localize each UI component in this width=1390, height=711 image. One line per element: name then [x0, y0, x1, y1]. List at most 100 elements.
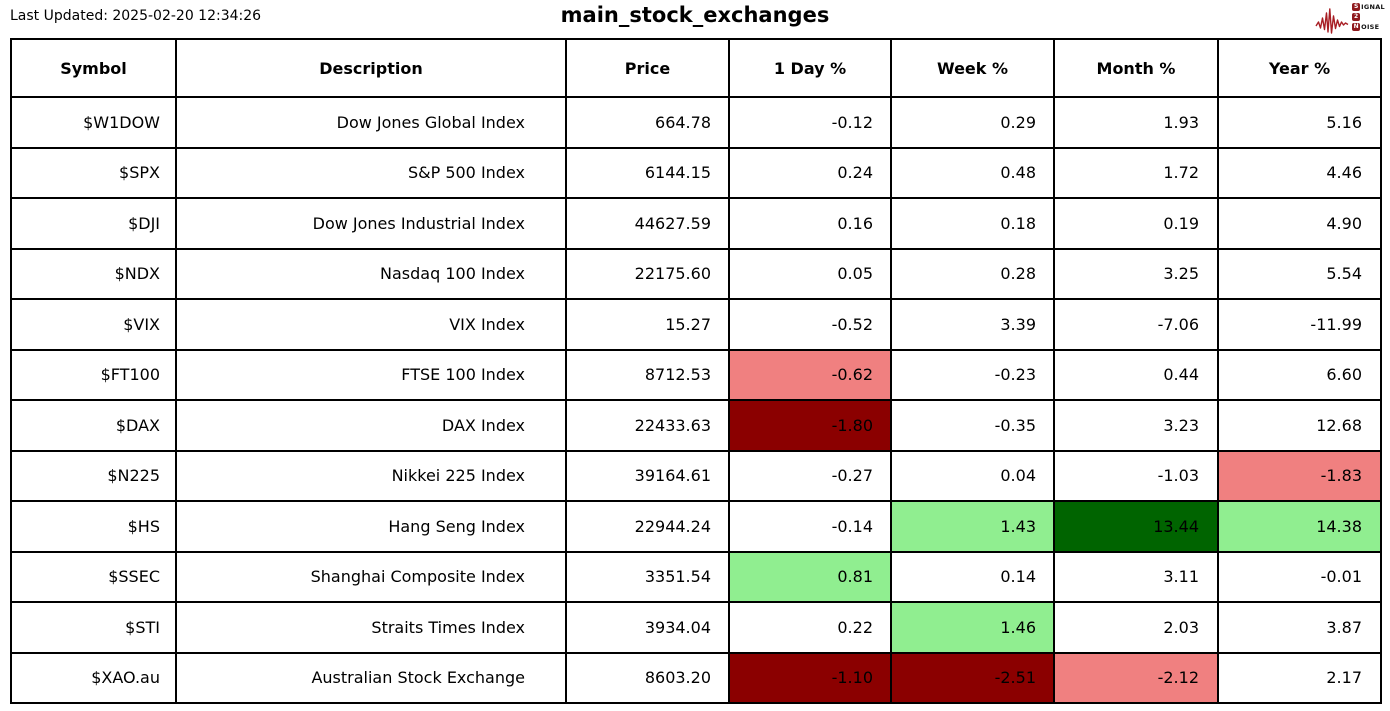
cell-description: DAX Index [175, 399, 567, 452]
cell-price: 6144.15 [565, 146, 730, 199]
table-row-dji: $DJI Dow Jones Industrial Index 44627.59 0.… [10, 197, 1382, 250]
cell-1-day-pct: -0.14 [728, 500, 892, 553]
cell-year-pct: 2.17 [1217, 651, 1382, 704]
table-row-ndx: $NDX Nasdaq 100 Index 22175.60 0.05 0.28 3.25… [10, 247, 1382, 300]
cell-1-day-pct: -0.52 [728, 298, 892, 351]
cell-price: 22175.60 [565, 247, 730, 300]
cell-month-pct: -2.12 [1053, 651, 1219, 704]
cell-price: 15.27 [565, 298, 730, 351]
cell-1-day-pct: 0.16 [728, 197, 892, 250]
cell-year-pct: 12.68 [1217, 399, 1382, 452]
cell-price: 39164.61 [565, 449, 730, 502]
cell-price: 22433.63 [565, 399, 730, 452]
cell-year-pct: 5.16 [1217, 96, 1382, 149]
logo-text: S IGNAL 2 N OISE [1352, 2, 1385, 32]
cell-price: 8603.20 [565, 651, 730, 704]
cell-month-pct: 3.11 [1053, 550, 1219, 603]
column-header-week: Week % [890, 38, 1055, 98]
cell-description: Straits Times Index [175, 601, 567, 654]
table-header-row: Symbol Description Price 1 Day % Week % Month… [10, 38, 1382, 98]
stock-exchanges-table: Symbol Description Price 1 Day % Week % Month… [10, 38, 1382, 704]
column-header-1-day: 1 Day % [728, 38, 892, 98]
logo-badge-s: S [1352, 3, 1361, 11]
cell-1-day-pct: -1.80 [728, 399, 892, 452]
cell-description: Nikkei 225 Index [175, 449, 567, 502]
cell-1-day-pct: 0.24 [728, 146, 892, 199]
cell-symbol: $NDX [10, 247, 177, 300]
cell-month-pct: 2.03 [1053, 601, 1219, 654]
cell-symbol: $HS [10, 500, 177, 553]
last-updated-timestamp: Last Updated: 2025-02-20 12:34:26 [10, 8, 262, 24]
cell-month-pct: 3.25 [1053, 247, 1219, 300]
cell-description: Australian Stock Exchange [175, 651, 567, 704]
cell-week-pct: -2.51 [890, 651, 1055, 704]
table-row-sti: $STI Straits Times Index 3934.04 0.22 1.46 2.… [10, 601, 1382, 654]
waveform-path [1315, 8, 1349, 34]
cell-1-day-pct: 0.05 [728, 247, 892, 300]
cell-symbol: $N225 [10, 449, 177, 502]
cell-year-pct: 6.60 [1217, 348, 1382, 401]
cell-year-pct: -1.83 [1217, 449, 1382, 502]
cell-week-pct: 0.28 [890, 247, 1055, 300]
table-row-ft100: $FT100 FTSE 100 Index 8712.53 -0.62 -0.23 0.4… [10, 348, 1382, 401]
cell-1-day-pct: -0.27 [728, 449, 892, 502]
cell-year-pct: -11.99 [1217, 298, 1382, 351]
cell-1-day-pct: 0.22 [728, 601, 892, 654]
cell-week-pct: 1.46 [890, 601, 1055, 654]
cell-month-pct: 13.44 [1053, 500, 1219, 553]
cell-price: 8712.53 [565, 348, 730, 401]
cell-price: 44627.59 [565, 197, 730, 250]
cell-description: Hang Seng Index [175, 500, 567, 553]
cell-year-pct: 4.46 [1217, 146, 1382, 199]
cell-1-day-pct: 0.81 [728, 550, 892, 603]
table-row-ssec: $SSEC Shanghai Composite Index 3351.54 0.81… [10, 550, 1382, 603]
cell-description: Nasdaq 100 Index [175, 247, 567, 300]
cell-week-pct: 0.29 [890, 96, 1055, 149]
cell-description: Dow Jones Industrial Index [175, 197, 567, 250]
cell-week-pct: -0.35 [890, 399, 1055, 452]
cell-symbol: $SSEC [10, 550, 177, 603]
signal2noise-logo: S IGNAL 2 N OISE [1315, 2, 1385, 34]
cell-description: Shanghai Composite Index [175, 550, 567, 603]
cell-price: 3351.54 [565, 550, 730, 603]
cell-week-pct: 0.04 [890, 449, 1055, 502]
cell-week-pct: 3.39 [890, 298, 1055, 351]
column-header-price: Price [565, 38, 730, 98]
cell-week-pct: 0.18 [890, 197, 1055, 250]
cell-month-pct: 0.19 [1053, 197, 1219, 250]
table-row-vix: $VIX VIX Index 15.27 -0.52 3.39 -7.06 -11.99 [10, 298, 1382, 351]
cell-description: S&P 500 Index [175, 146, 567, 199]
cell-month-pct: 3.23 [1053, 399, 1219, 452]
cell-year-pct: 5.54 [1217, 247, 1382, 300]
cell-symbol: $SPX [10, 146, 177, 199]
cell-symbol: $DAX [10, 399, 177, 452]
column-header-description: Description [175, 38, 567, 98]
cell-symbol: $W1DOW [10, 96, 177, 149]
table-row-hs: $HS Hang Seng Index 22944.24 -0.14 1.43 13.44… [10, 500, 1382, 553]
cell-symbol: $STI [10, 601, 177, 654]
cell-month-pct: -7.06 [1053, 298, 1219, 351]
cell-symbol: $XAO.au [10, 651, 177, 704]
logo-badge-2: 2 [1352, 13, 1361, 21]
cell-symbol: $VIX [10, 298, 177, 351]
cell-price: 3934.04 [565, 601, 730, 654]
column-header-symbol: Symbol [10, 38, 177, 98]
logo-line-signal: S IGNAL [1352, 2, 1385, 11]
cell-week-pct: 1.43 [890, 500, 1055, 553]
cell-month-pct: -1.03 [1053, 449, 1219, 502]
cell-week-pct: 0.48 [890, 146, 1055, 199]
cell-description: FTSE 100 Index [175, 348, 567, 401]
cell-1-day-pct: -0.62 [728, 348, 892, 401]
table-row-xao-au: $XAO.au Australian Stock Exchange 8603.20-… [10, 651, 1382, 704]
cell-week-pct: 0.14 [890, 550, 1055, 603]
cell-month-pct: 1.93 [1053, 96, 1219, 149]
cell-1-day-pct: -1.10 [728, 651, 892, 704]
cell-year-pct: 4.90 [1217, 197, 1382, 250]
logo-badge-n: N [1352, 23, 1361, 31]
cell-description: Dow Jones Global Index [175, 96, 567, 149]
cell-year-pct: -0.01 [1217, 550, 1382, 603]
cell-price: 22944.24 [565, 500, 730, 553]
table-row-n225: $N225 Nikkei 225 Index 39164.61 -0.27 0.04 -1… [10, 449, 1382, 502]
waveform-icon [1315, 7, 1351, 34]
page-title: main_stock_exchanges [560, 3, 830, 27]
